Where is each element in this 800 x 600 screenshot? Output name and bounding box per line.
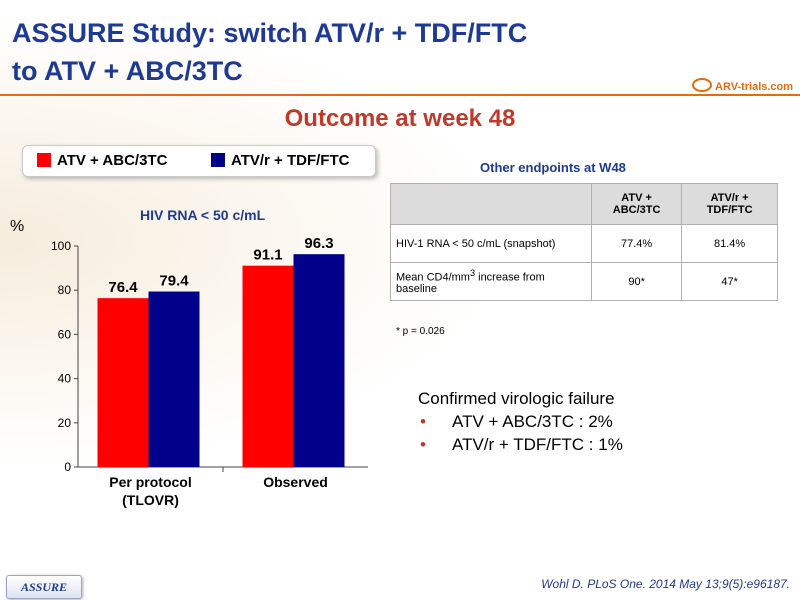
bar [148,291,200,467]
row-label-cd4: Mean CD4/mm3 increase from baseline [390,262,592,301]
p-value-note: * p = 0.026 [396,326,445,337]
x-category-label: (TLOVR) [122,492,179,508]
bar [97,298,149,467]
title-divider [0,94,800,96]
bar [242,265,294,467]
arv-trials-logo: ARV-trials.com [692,78,793,93]
list-item-text: ATV/r + TDF/FTC : 1% [452,435,623,454]
table-header-atv-abc: ATV + ABC/3TC [590,183,683,225]
slide-subtitle: Outcome at week 48 [284,105,516,132]
reference-citation: Wohl D. PLoS One. 2014 May 13;9(5):e9618… [541,577,790,591]
virologic-failure-block: Confirmed virologic failure • ATV + ABC/3… [418,387,623,456]
legend-swatch-blue [211,153,225,167]
table-header-row: ATV + ABC/3TC ATV/r + TDF/FTC [390,183,778,225]
cd4-label-pre: Mean CD4/mm [396,271,470,284]
title-line-1: ASSURE Study: switch ATV/r + TDF/FTC [12,18,528,48]
table-header-atvr-tdf: ATV/r + TDF/FTC [681,183,778,225]
bullet-icon: • [420,435,426,454]
list-item: • ATV + ABC/3TC : 2% [418,410,623,433]
logo-icon [692,78,712,92]
y-tick-label: 60 [58,327,72,341]
chart-title: HIV RNA < 50 c/mL [140,207,266,223]
y-tick-label: 100 [51,239,71,253]
y-tick-label: 0 [64,460,71,474]
logo-text: ARV-trials.com [715,81,794,93]
y-axis-label: % [10,218,25,235]
legend-label: ATV + ABC/3TC [57,152,168,169]
cd4-label-post: increase from baseline [396,271,545,296]
cell-value: 90* [590,262,683,301]
bar-value-label: 76.4 [108,279,138,296]
study-badge: ASSURE [6,575,82,599]
bar-value-label: 79.4 [159,273,189,290]
table-row: HIV-1 RNA < 50 c/mL (snapshot) 77.4% 81.… [390,224,778,263]
legend-item-atvr-tdf: ATV/r + TDF/FTC [211,152,349,169]
slide-title: ASSURE Study: switch ATV/r + TDF/FTC to … [12,14,527,90]
bar-chart: 0 20 40 60 80 100 76.4 79.4 Per protocol (TLOVR) 9… [51,235,368,508]
virologic-failure-title: Confirmed virologic failure [418,389,615,408]
y-tick-label: 40 [58,372,72,386]
y-tick-label: 80 [58,283,72,297]
cell-value: 47* [681,262,778,301]
cell-value: 77.4% [590,224,683,263]
cd4-label-sup: 3 [469,267,476,278]
y-tick-label: 20 [58,416,72,430]
other-endpoints-table: ATV + ABC/3TC ATV/r + TDF/FTC HIV-1 RNA … [390,183,778,301]
legend-item-atv-abc: ATV + ABC/3TC [37,152,167,169]
bar-value-label: 96.3 [304,235,333,252]
row-label-hiv-rna: HIV-1 RNA < 50 c/mL (snapshot) [390,224,592,263]
bullet-icon: • [420,412,426,431]
cell-value: 81.4% [681,224,778,263]
bar-value-label: 91.1 [253,247,282,264]
table-row: Mean CD4/mm3 increase from baseline 90* … [390,262,778,301]
title-line-2: to ATV + ABC/3TC [12,56,243,86]
legend-swatch-red [37,153,51,167]
table-header-blank [390,183,592,225]
list-item-text: ATV + ABC/3TC : 2% [452,412,613,431]
other-endpoints-title: Other endpoints at W48 [480,160,626,175]
list-item: • ATV/r + TDF/FTC : 1% [418,433,623,456]
x-category-label: Per protocol [109,474,191,490]
bar [293,254,345,467]
chart-legend: ATV + ABC/3TC ATV/r + TDF/FTC [22,145,376,177]
x-category-label: Observed [263,474,328,490]
legend-label: ATV/r + TDF/FTC [231,152,350,169]
